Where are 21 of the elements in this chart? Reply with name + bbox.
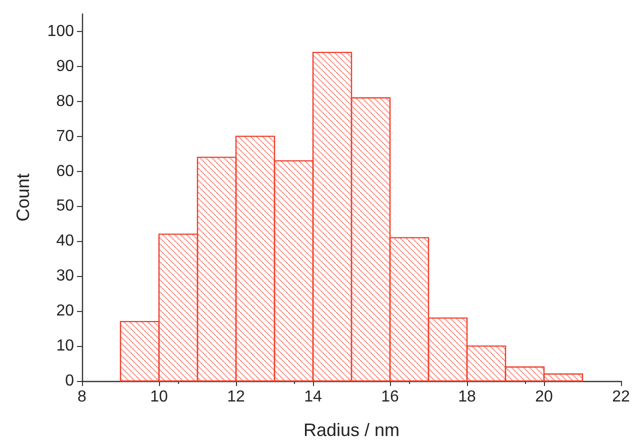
y-tick-label: 0: [65, 372, 74, 390]
x-tick-label: 8: [78, 388, 87, 406]
y-axis-title: Count: [13, 173, 33, 222]
y-tick-label: 30: [56, 268, 74, 285]
y-tick-label: 10: [56, 338, 74, 355]
x-tick-label: 20: [535, 388, 553, 406]
x-tick-label: 14: [304, 388, 322, 406]
y-tick-label: 50: [56, 198, 74, 215]
y-tick-label: 40: [56, 232, 74, 250]
y-tick-label: 100: [47, 22, 74, 40]
x-tick-label: 10: [150, 388, 168, 406]
y-tick-label: 70: [56, 128, 74, 145]
y-tick-label: 20: [56, 302, 74, 320]
x-tick-label: 18: [458, 388, 476, 406]
x-tick-label: 16: [381, 388, 399, 406]
y-tick-label: 60: [56, 162, 74, 180]
y-tick-label: 80: [56, 92, 74, 110]
x-axis-title: Radius / nm: [303, 420, 400, 440]
x-tick-label: 22: [612, 388, 630, 406]
y-tick-label: 90: [56, 58, 74, 75]
x-tick-label: 12: [227, 388, 245, 406]
